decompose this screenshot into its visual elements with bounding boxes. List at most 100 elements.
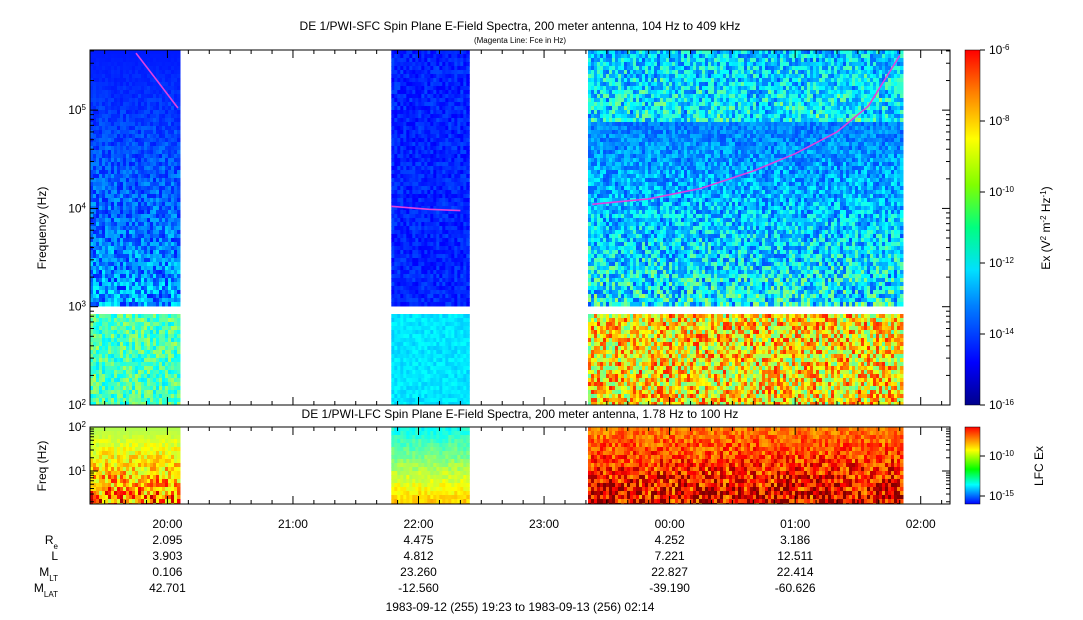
spectrogram-cell — [159, 134, 163, 139]
spectrogram-cell — [394, 230, 398, 235]
spectrogram-cell — [436, 266, 440, 271]
spectrogram-cell — [138, 50, 142, 55]
spectrogram-cell — [460, 366, 464, 371]
spectrogram-cell — [418, 302, 422, 307]
spectrogram-cell — [430, 262, 434, 267]
spectrogram-cell — [138, 210, 142, 215]
spectrogram-cell — [454, 58, 458, 63]
spectrogram-cell — [144, 358, 148, 363]
spectrogram-cell — [442, 118, 446, 123]
spectrogram-cell — [418, 242, 422, 247]
spectrogram-cell — [141, 74, 145, 79]
spectrogram-cell — [391, 198, 395, 203]
spectrogram-cell — [159, 138, 163, 143]
spectrogram-cell — [466, 214, 470, 219]
spectrogram-cell — [90, 362, 94, 367]
spectrogram-cell — [114, 162, 118, 167]
spectrogram-cell — [141, 262, 145, 267]
spectrogram-cell — [144, 74, 148, 79]
spectrogram-cell — [162, 78, 166, 83]
spectrogram-cell — [135, 258, 139, 263]
spectrogram-cell — [129, 262, 133, 267]
spectrogram-cell — [433, 374, 437, 379]
spectrogram-cell — [150, 118, 154, 123]
spectrogram-cell — [451, 242, 455, 247]
spectrogram-cell — [93, 258, 97, 263]
spectrogram-cell — [126, 214, 130, 219]
spectrogram-cell — [129, 282, 133, 287]
spectrogram-cell — [114, 178, 118, 183]
spectrogram-cell — [460, 290, 464, 295]
spectrogram-cell — [397, 134, 401, 139]
spectrogram-cell — [96, 186, 100, 191]
spectrogram-cell — [108, 362, 112, 367]
spectrogram-cell — [433, 350, 437, 355]
spectrogram-cell — [460, 314, 464, 319]
spectrogram-cell — [120, 66, 124, 71]
spectrogram-cell — [442, 234, 446, 239]
spectrogram-cell — [159, 298, 163, 303]
spectrogram-cell — [409, 282, 413, 287]
spectrogram-cell — [466, 198, 470, 203]
spectrogram-cell — [108, 354, 112, 359]
spectrogram-cell — [120, 330, 124, 335]
spectrogram-cell — [90, 330, 94, 335]
spectrogram-cell — [409, 374, 413, 379]
spectrogram-cell — [427, 246, 431, 251]
spectrogram-cell — [424, 226, 428, 231]
spectrogram-cell — [460, 170, 464, 175]
spectrogram-cell — [436, 270, 440, 275]
spectrogram-cell — [430, 318, 434, 323]
spectrogram-cell — [99, 154, 103, 159]
spectrogram-cell — [394, 110, 398, 115]
spectrogram-cell — [111, 282, 115, 287]
spectrogram-cell — [433, 230, 437, 235]
spectrogram-cell — [409, 278, 413, 283]
spectrogram-cell — [123, 298, 127, 303]
spectrogram-cell — [141, 282, 145, 287]
spectrogram-cell — [99, 158, 103, 163]
spectrogram-cell — [400, 302, 404, 307]
spectrogram-cell — [153, 138, 157, 143]
spectrogram-cell — [165, 66, 169, 71]
spectrogram-cell — [460, 266, 464, 271]
spectrogram-cell — [126, 350, 130, 355]
spectrogram-cell — [108, 398, 112, 403]
spectrogram-cell — [451, 50, 455, 55]
spectrogram-cell — [135, 390, 139, 395]
spectrogram-cell — [415, 86, 419, 91]
spectrogram-cell — [454, 98, 458, 103]
spectrogram-cell — [168, 166, 172, 171]
spectrogram-cell — [391, 122, 395, 127]
spectrogram-cell — [466, 114, 470, 119]
spectrogram-cell — [150, 398, 154, 403]
spectrogram-cell — [132, 114, 136, 119]
spectrogram-cell — [90, 386, 94, 391]
spectrogram-cell — [165, 118, 169, 123]
spectrogram-cell — [156, 130, 160, 135]
spectrogram-cell — [96, 346, 100, 351]
spectrogram-cell — [394, 390, 398, 395]
spectrogram-cell — [415, 326, 419, 331]
spectrogram-cell — [153, 330, 157, 335]
spectrogram-cell — [454, 142, 458, 147]
spectrogram-cell — [418, 94, 422, 99]
spectrogram-cell — [442, 102, 446, 107]
spectrogram-cell — [123, 318, 127, 323]
spectrogram-cell — [135, 314, 139, 319]
spectrogram-cell — [102, 174, 106, 179]
spectrogram-cell — [409, 290, 413, 295]
spectrogram-cell — [141, 138, 145, 143]
spectrogram-cell — [159, 198, 163, 203]
spectrogram-cell — [153, 58, 157, 63]
spectrogram-cell — [394, 358, 398, 363]
spectrogram-cell — [117, 246, 121, 251]
spectrogram-cell — [391, 262, 395, 267]
spectrogram-cell — [150, 58, 154, 63]
spectrogram-cell — [174, 186, 178, 191]
spectrogram-cell — [442, 346, 446, 351]
spectrogram-cell — [588, 74, 592, 79]
spectrogram-cell — [430, 106, 434, 111]
spectrogram-cell — [442, 158, 446, 163]
spectrogram-cell — [403, 118, 407, 123]
